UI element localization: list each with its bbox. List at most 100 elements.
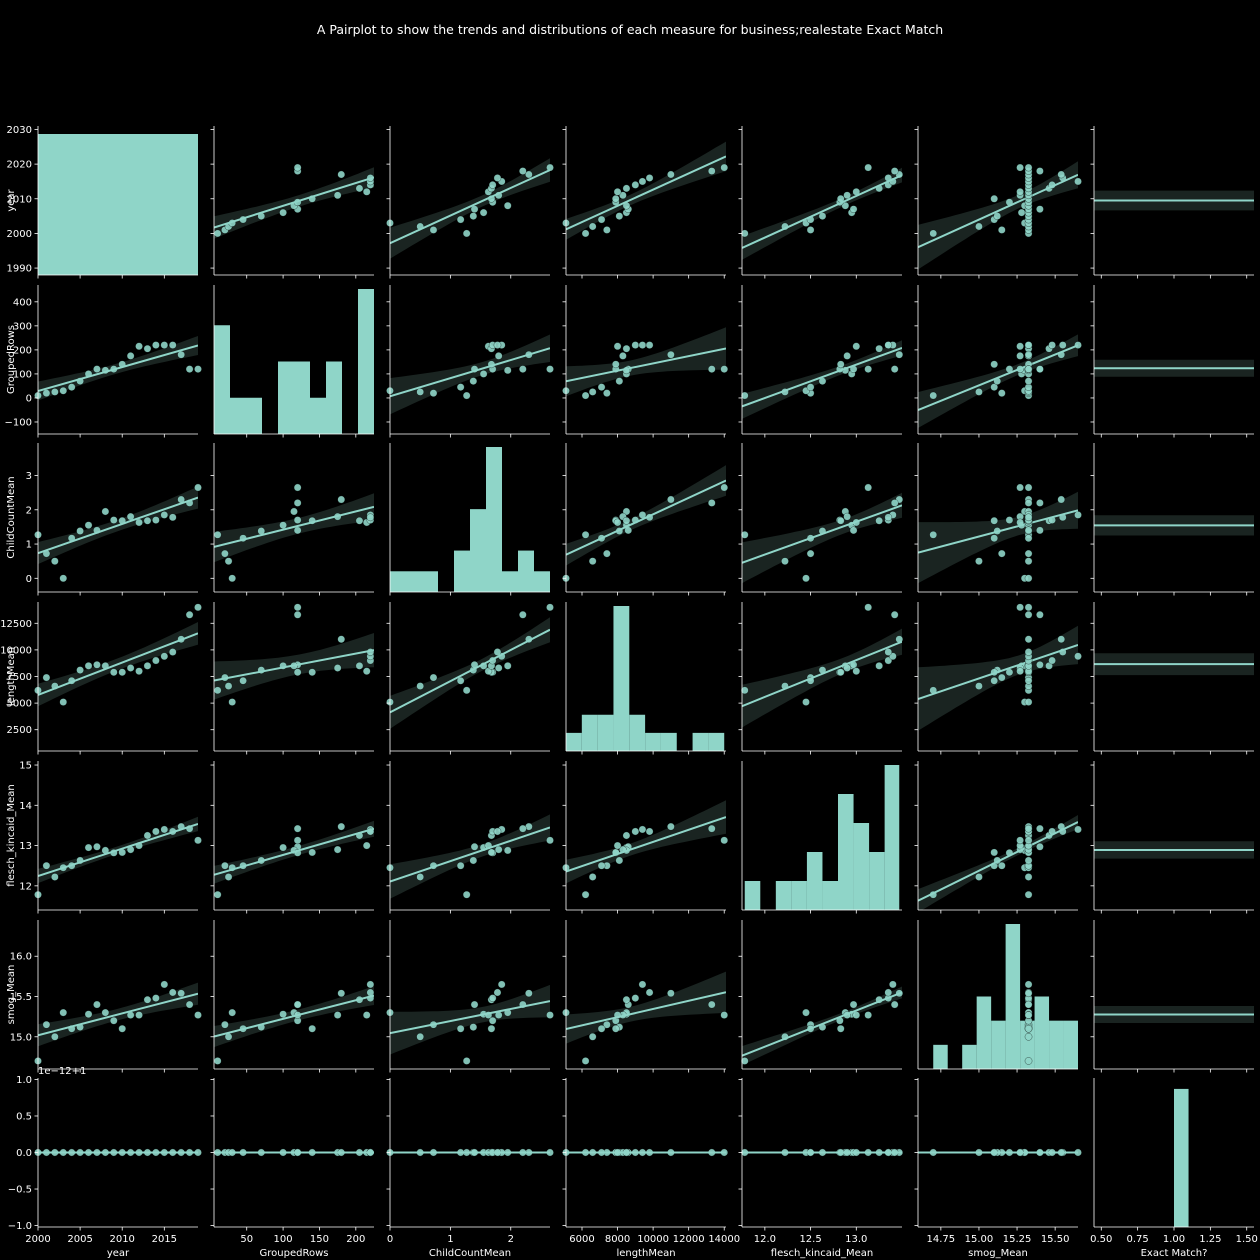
cell-1-2-point <box>429 389 438 397</box>
cell-1-0-point <box>59 386 68 395</box>
cell-5-3-point <box>720 1011 728 1019</box>
y-tick-label-year: 2030 <box>7 125 32 136</box>
cell-1-5-point <box>1016 352 1024 360</box>
cell-3-5-point <box>1016 667 1024 675</box>
cell-0-2-point <box>519 167 527 175</box>
histogram-bar-smog_Mean-9 <box>1063 1020 1078 1069</box>
cell-1-5-point <box>1059 341 1067 349</box>
cell-0-5-point <box>1074 177 1082 186</box>
cell-4-5-point <box>975 873 983 881</box>
cell-1-3-ci-band <box>566 327 726 397</box>
cell-1-5-point <box>1016 342 1024 351</box>
cell-2-5-point <box>929 531 937 539</box>
cell-0-3-point <box>720 163 728 172</box>
cell-1-3-point <box>622 344 631 353</box>
histogram-bar-flesch_kincaid_Mean-6 <box>838 794 854 910</box>
histogram-bar-GroupedRows-9 <box>358 289 374 434</box>
cell-2-5-point <box>1036 526 1044 535</box>
cell-4-0-point <box>51 873 59 881</box>
cell-2-1-point <box>224 557 233 565</box>
cell-1-2-regression-line <box>390 347 550 398</box>
cell-1-4-point <box>843 352 851 360</box>
y-axis-label-GroupedRows: GroupedRows <box>6 325 17 394</box>
cell-0-5-regression-line <box>918 173 1078 249</box>
cell-0-3-point <box>581 229 590 238</box>
cell-1-0-point <box>177 350 185 359</box>
cell-1-0-point <box>185 365 194 373</box>
cell-1-5-point <box>990 383 998 391</box>
histogram-bar-GroupedRows-2 <box>246 397 262 434</box>
y-tick-label-smog_Mean: 16.0 <box>10 952 32 963</box>
x-tick-label-GroupedRows: 200 <box>346 1234 365 1245</box>
y-tick-label-flesch_kincaid_Mean: 14 <box>19 801 32 812</box>
cell-2-5-point <box>975 557 983 565</box>
cell-5-0-point <box>42 1020 51 1029</box>
cell-3-4-point <box>884 648 893 656</box>
cell-3-0-point <box>76 666 84 674</box>
cell-3-1-point <box>308 668 316 676</box>
cell-0-4-point <box>806 226 815 234</box>
cell-0-5-point <box>975 222 983 231</box>
cell-0-3-regression-line <box>566 155 726 231</box>
cell-2-4-point <box>849 526 858 535</box>
cell-1-5-point <box>998 389 1006 397</box>
cell-3-0-point <box>143 662 152 670</box>
cell-1-5-point <box>990 360 998 369</box>
cell-1-2-point <box>503 366 512 375</box>
cell-0-3-point <box>613 188 622 196</box>
cell-2-3-point <box>622 517 631 525</box>
x-tick-label-flesch_kincaid_Mean: 12.0 <box>754 1234 776 1245</box>
cell-2-5-point <box>1057 495 1065 504</box>
cell-0-5-point <box>993 212 1001 220</box>
cell-1-3-point <box>619 352 627 360</box>
x-tick-label-ChildCountMean: 2 <box>508 1234 514 1245</box>
cell-0-2-point <box>462 229 471 238</box>
histogram-bar-flesch_kincaid_Mean-8 <box>869 852 885 910</box>
cell-4-1-point <box>279 843 287 852</box>
histogram-bar-lengthMean-8 <box>692 732 709 751</box>
cell-2-1-point <box>213 531 222 539</box>
cell-0-2-point <box>546 163 554 172</box>
cell-2-6-point <box>1024 549 1033 558</box>
cell-0-5-point <box>998 226 1006 234</box>
cell-1-3-point <box>667 350 675 359</box>
cell-4-1-point <box>308 848 316 857</box>
cell-4-1-point <box>221 861 229 870</box>
cell-5-4-point <box>802 1008 810 1017</box>
y-axis-label-flesch_kincaid_Mean: flesch_kincaid_Mean <box>6 784 17 886</box>
cell-2-1-point <box>290 507 298 516</box>
cell-0-4-point <box>843 191 851 200</box>
cell-3-1-point <box>362 667 371 675</box>
cell-4-2-point <box>469 856 478 865</box>
x-tick-label-ChildCountMean: 0 <box>387 1234 393 1245</box>
x-tick-label-year: 2015 <box>152 1234 177 1245</box>
cell-2-1-point <box>293 499 302 507</box>
cell-4-0-regression-line <box>38 823 198 877</box>
cell-5-2-point <box>487 1024 496 1033</box>
cell-4-5-point <box>1074 825 1082 834</box>
y-tick-label-ChildCountMean: 0 <box>26 574 32 585</box>
cell-5-2-point <box>469 1023 478 1031</box>
cell-5-2-point <box>456 1024 465 1033</box>
cell-2-5-point <box>1016 483 1024 492</box>
histogram-bar-GroupedRows-6 <box>310 397 326 434</box>
cell-1-5-point <box>1036 365 1044 373</box>
chart-title: A Pairplot to show the trends and distri… <box>316 22 944 37</box>
cell-0-5-point <box>929 229 937 238</box>
cell-3-4-point <box>864 603 872 612</box>
cell-0-3-ci-band <box>566 141 726 240</box>
cell-3-2-regression-line <box>390 628 550 714</box>
cell-5-2-point <box>462 1057 471 1065</box>
y-axis-label-smog_Mean: smog_Mean <box>6 965 17 1025</box>
cell-5-2-point <box>488 994 497 1002</box>
cell-1-0-point <box>42 389 51 397</box>
cell-3-0-point <box>93 661 101 669</box>
histogram-bar-flesch_kincaid_Mean-3 <box>791 881 807 910</box>
cell-5-1-point <box>293 1000 302 1009</box>
cell-0-4-point <box>890 167 899 175</box>
cell-5-4-point <box>849 1000 858 1009</box>
histogram-bar-ChildCountMean-5 <box>470 509 486 592</box>
x-axis-label-Exact Match?: Exact Match? <box>1141 1248 1208 1259</box>
cell-4-3-point <box>581 890 590 899</box>
histogram-bar-GroupedRows-4 <box>278 361 294 434</box>
